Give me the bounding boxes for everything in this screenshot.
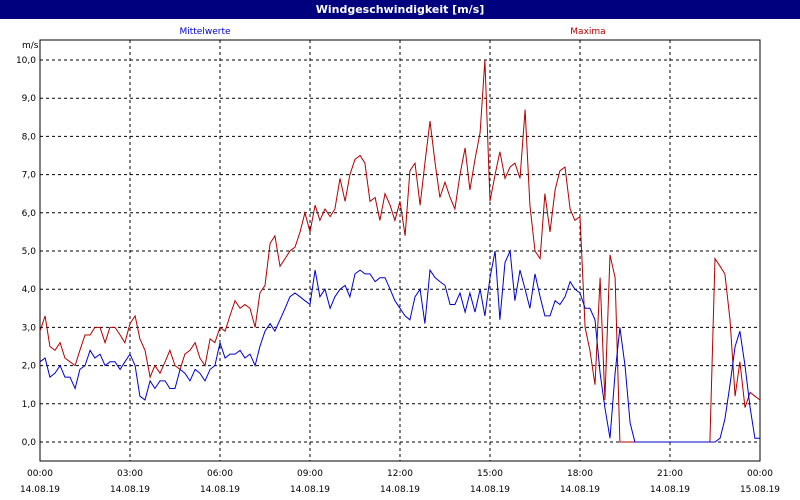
x-tick-time: 18:00 <box>567 469 593 479</box>
x-tick-time: 12:00 <box>387 469 413 479</box>
y-tick-label: 8,0 <box>22 132 37 142</box>
x-tick-date: 14.08.19 <box>650 485 690 495</box>
y-tick-label: 9,0 <box>22 94 37 104</box>
x-tick-date: 14.08.19 <box>290 485 330 495</box>
y-tick-label: 3,0 <box>22 323 37 333</box>
y-tick-label: 6,0 <box>22 209 37 219</box>
series-line-mittelwerte <box>40 249 760 443</box>
y-tick-label: 10,0 <box>16 56 36 66</box>
y-tick-label: 5,0 <box>22 247 37 257</box>
y-axis-label: m/s <box>22 41 39 51</box>
x-tick-time: 09:00 <box>297 469 323 479</box>
x-tick-date: 14.08.19 <box>20 485 60 495</box>
x-tick-time: 15:00 <box>477 469 503 479</box>
series-line-maxima <box>40 59 760 443</box>
chart-title: Windgeschwindigkeit [m/s] <box>0 0 800 19</box>
x-tick-time: 21:00 <box>657 469 683 479</box>
legend-entry: Maxima <box>570 27 605 37</box>
x-tick-date: 14.08.19 <box>110 485 150 495</box>
legend-entry: Mittelwerte <box>179 27 230 37</box>
x-tick-date: 14.08.19 <box>380 485 420 495</box>
y-tick-label: 4,0 <box>22 285 37 295</box>
x-tick-time: 00:00 <box>27 469 53 479</box>
x-tick-date: 14.08.19 <box>470 485 510 495</box>
y-tick-label: 7,0 <box>22 171 37 181</box>
y-tick-label: 1,0 <box>22 400 37 410</box>
x-tick-date: 14.08.19 <box>200 485 240 495</box>
x-tick-time: 00:00 <box>747 469 773 479</box>
x-tick-time: 03:00 <box>117 469 143 479</box>
x-tick-date: 14.08.19 <box>560 485 600 495</box>
x-tick-time: 06:00 <box>207 469 233 479</box>
y-tick-label: 2,0 <box>22 362 37 372</box>
x-tick-date: 15.08.19 <box>740 485 780 495</box>
y-tick-label: 0,0 <box>22 438 37 448</box>
